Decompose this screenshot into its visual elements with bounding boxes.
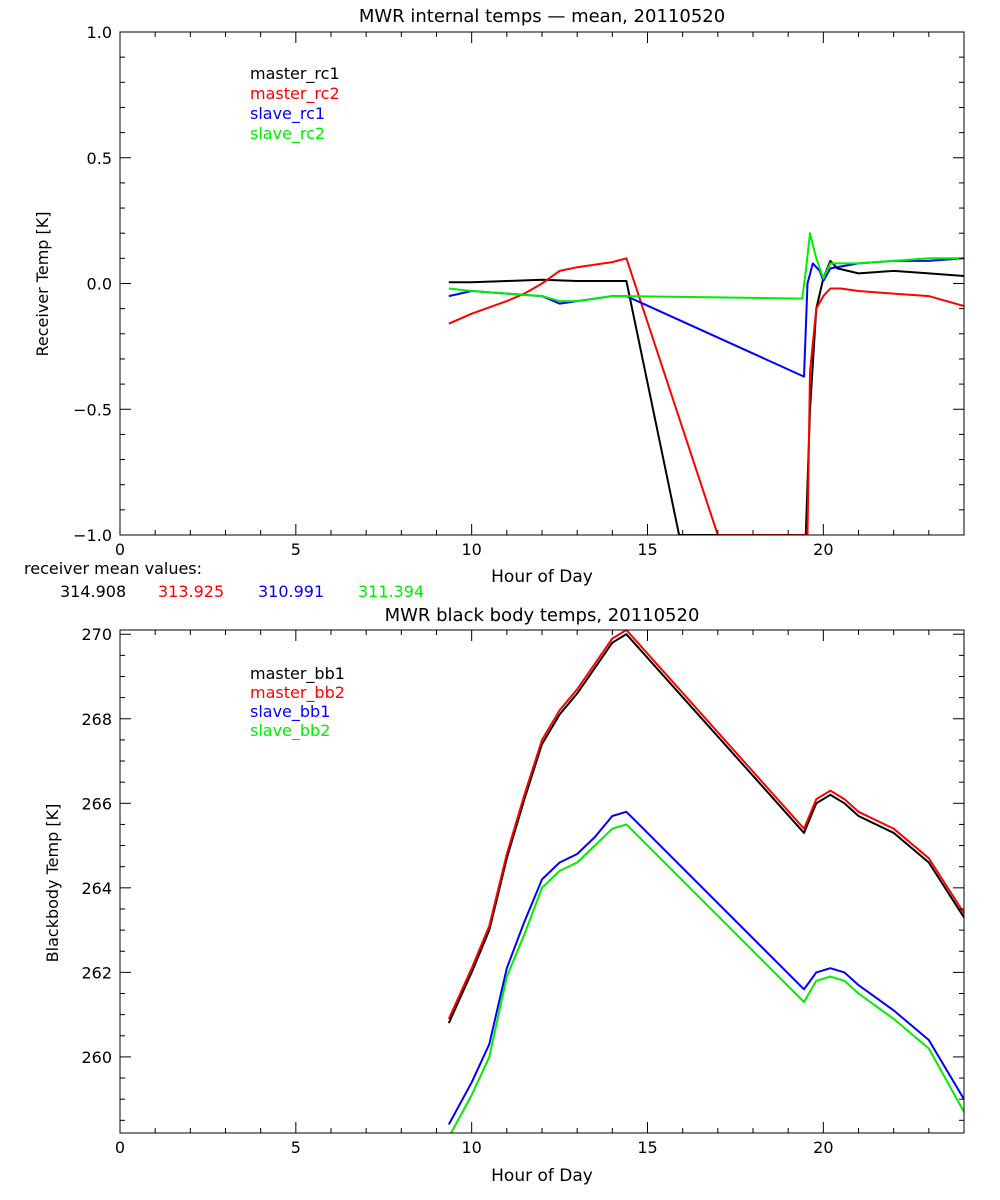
- legend-entry-master-bb2: master_bb2: [250, 683, 345, 703]
- receiver-means-label: receiver mean values:: [24, 559, 202, 578]
- blackbody-y-tick-label: 260: [81, 1048, 112, 1067]
- series-line-slave-rc2: [448, 232, 964, 303]
- legend-entry-slave-rc1: slave_rc1: [250, 104, 325, 124]
- legend-entry-master-rc2: master_rc2: [250, 84, 340, 104]
- receiver-y-tick-label: 0.0: [87, 275, 112, 294]
- blackbody-x-tick-label: 0: [115, 1138, 125, 1157]
- receiver-x-tick-label: 20: [813, 540, 833, 559]
- receiver-mean-slave-rc1: 310.991: [258, 582, 324, 601]
- receiver-y-tick-label: −0.5: [73, 400, 112, 419]
- receiver-mean-master-rc1: 314.908: [60, 582, 126, 601]
- receiver-chart-y-label: Receiver Temp [K]: [33, 211, 52, 356]
- blackbody-y-tick-label: 266: [81, 794, 112, 813]
- receiver-x-tick-label: 10: [461, 540, 481, 559]
- receiver-mean-slave-rc2: 311.394: [358, 582, 424, 601]
- legend-entry-slave-bb1: slave_bb1: [250, 702, 330, 722]
- receiver-chart-x-label: Hour of Day: [491, 567, 593, 587]
- receiver-y-tick-label: −1.0: [73, 526, 112, 545]
- receiver-x-tick-label: 5: [291, 540, 301, 559]
- blackbody-chart-x-label: Hour of Day: [491, 1166, 593, 1186]
- receiver-chart-title: MWR internal temps — mean, 20110520: [359, 6, 725, 27]
- blackbody-y-tick-label: 268: [81, 710, 112, 729]
- blackbody-chart-y-label: Blackbody Temp [K]: [43, 804, 62, 963]
- blackbody-x-tick-label: 15: [637, 1138, 657, 1157]
- receiver-y-tick-label: 0.5: [87, 149, 112, 168]
- series-line-master-bb1: [447, 633, 964, 1024]
- series-line-slave-bb2: [449, 823, 964, 1133]
- receiver-mean-master-rc2: 313.925: [158, 582, 224, 601]
- series-line-slave-bb1: [447, 810, 964, 1125]
- blackbody-x-tick-label: 20: [813, 1138, 833, 1157]
- blackbody-x-tick-label: 5: [291, 1138, 301, 1157]
- receiver-x-tick-label: 0: [115, 540, 125, 559]
- blackbody-chart-title: MWR black body temps, 20110520: [385, 605, 700, 626]
- series-line-master-rc2: [448, 257, 964, 535]
- receiver-y-tick-label: 1.0: [87, 23, 112, 42]
- blackbody-y-tick-label: 262: [81, 963, 112, 982]
- blackbody-y-tick-label: 270: [81, 625, 112, 644]
- legend-entry-slave-rc2: slave_rc2: [250, 124, 325, 144]
- blackbody-temp-chart: MWR black body temps, 20110520 Hour of D…: [43, 605, 965, 1186]
- legend-entry-master-bb1: master_bb1: [250, 664, 345, 684]
- blackbody-x-tick-label: 10: [461, 1138, 481, 1157]
- legend-entry-master-rc1: master_rc1: [250, 64, 340, 84]
- blackbody-y-tick-label: 264: [81, 879, 112, 898]
- legend-entry-slave-bb2: slave_bb2: [250, 721, 330, 741]
- receiver-temp-chart: MWR internal temps — mean, 20110520 Hour…: [33, 6, 965, 587]
- receiver-x-tick-label: 15: [637, 540, 657, 559]
- receiver-means-block: receiver mean values: 314.908 313.925 31…: [24, 559, 424, 601]
- series-line-master-bb2: [447, 630, 964, 1020]
